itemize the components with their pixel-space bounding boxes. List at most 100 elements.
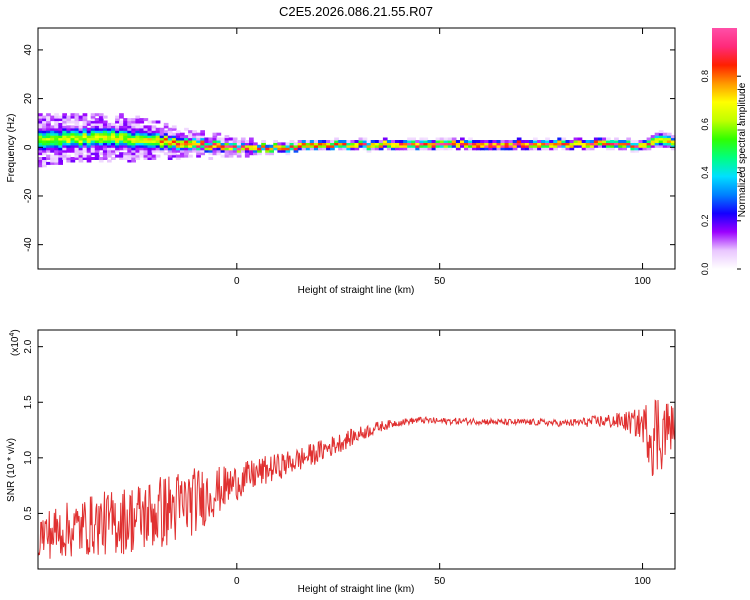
heatmap-cell <box>135 147 141 151</box>
heatmap-cell <box>58 132 63 136</box>
heatmap-cell <box>228 137 234 141</box>
heatmap-cell <box>62 140 67 143</box>
heatmap-cell <box>143 152 149 156</box>
heatmap-cell <box>131 159 136 163</box>
heatmap-cell <box>98 152 104 156</box>
heatmap-cell <box>492 140 498 143</box>
heatmap-cell <box>74 137 80 141</box>
heatmap-cell <box>423 147 429 151</box>
heatmap-cell <box>62 122 67 126</box>
y-tick-label: 40 <box>23 44 34 56</box>
heatmap-cell <box>70 135 76 139</box>
heatmap-cell <box>70 130 76 134</box>
heatmap-cell <box>618 140 623 143</box>
colorbar-label: Normalized spectral amplitude <box>737 82 748 217</box>
heatmap-cell <box>399 142 404 146</box>
heatmap-cell <box>127 157 132 160</box>
heatmap-cell <box>318 142 323 146</box>
heatmap-cell <box>411 142 416 146</box>
heatmap-cell <box>50 127 55 131</box>
heatmap-cell <box>78 147 84 151</box>
heatmap-cell <box>167 135 173 139</box>
heatmap-cell <box>123 125 128 129</box>
heatmap-cell <box>90 147 96 151</box>
heatmap-cell <box>98 125 104 129</box>
heatmap-cell <box>236 142 242 146</box>
x-tick-label: 50 <box>434 276 446 287</box>
heatmap-cell <box>646 142 652 146</box>
heatmap-cell <box>131 130 136 134</box>
heatmap-cell <box>200 149 205 153</box>
heatmap-cell <box>74 140 80 143</box>
heatmap-cell <box>167 132 173 136</box>
heatmap-cell <box>455 144 461 148</box>
heatmap-cell <box>484 142 489 146</box>
heatmap-cell <box>46 122 51 126</box>
heatmap-cell <box>98 130 104 134</box>
heatmap-cell <box>285 142 291 146</box>
heatmap-cell <box>131 149 136 153</box>
heatmap-cell <box>102 125 108 129</box>
heatmap-cell <box>42 157 47 160</box>
heatmap-cell <box>143 157 149 160</box>
heatmap-cell <box>488 142 494 146</box>
heatmap-cell <box>593 137 599 141</box>
heatmap-cell <box>346 144 352 148</box>
heatmap-cell <box>163 130 169 134</box>
heatmap-cell <box>646 137 652 141</box>
heatmap-cell <box>614 142 619 146</box>
heatmap-cell <box>94 142 100 146</box>
heatmap-cell <box>504 144 510 148</box>
heatmap-cell <box>58 159 63 163</box>
heatmap-cell <box>188 149 193 153</box>
heatmap-cell <box>626 144 631 148</box>
heatmap-cell <box>54 130 59 134</box>
heatmap-cell <box>350 144 356 148</box>
heatmap-cell <box>342 144 347 148</box>
heatmap-cell <box>42 161 47 165</box>
heatmap-cell <box>143 118 149 122</box>
heatmap-cell <box>512 147 518 151</box>
heatmap-cell <box>451 137 457 141</box>
heatmap-cell <box>232 147 238 151</box>
heatmap-cell <box>435 140 441 143</box>
heatmap-cell <box>167 144 173 148</box>
heatmap-cell <box>42 140 47 143</box>
heatmap-cell <box>98 140 104 143</box>
heatmap-cell <box>208 137 214 141</box>
heatmap-cell <box>330 147 335 151</box>
heatmap-cell <box>50 144 55 148</box>
heatmap-cell <box>581 140 587 143</box>
heatmap-cell <box>107 130 112 134</box>
heatmap-cell <box>62 118 67 122</box>
heatmap-cell <box>232 144 238 148</box>
heatmap-cell <box>123 127 128 131</box>
heatmap-cell <box>38 120 43 124</box>
heatmap-cell <box>200 147 205 151</box>
spectrogram-plot-frame <box>37 27 676 270</box>
heatmap-cell <box>62 149 67 153</box>
heatmap-cell <box>249 149 254 153</box>
heatmap-cell <box>46 118 51 122</box>
heatmap-cell <box>42 147 47 151</box>
heatmap-cell <box>111 125 116 129</box>
heatmap-cell <box>123 120 128 124</box>
heatmap-cell <box>139 149 145 153</box>
heatmap-cell <box>188 132 193 136</box>
heatmap-cell <box>62 135 67 139</box>
heatmap-cell <box>439 144 445 148</box>
heatmap-cell <box>249 142 254 146</box>
heatmap-cell <box>666 137 672 141</box>
heatmap-cell <box>228 140 234 143</box>
heatmap-cell <box>86 130 92 134</box>
heatmap-cell <box>102 154 108 158</box>
spectrogram-y-axis-label: Frequency (Hz) <box>6 114 17 183</box>
heatmap-cell <box>123 137 128 141</box>
heatmap-cell <box>139 130 145 134</box>
heatmap-cell <box>208 142 214 146</box>
y-tick-label: 1.0 <box>23 450 34 464</box>
heatmap-cell <box>151 120 157 124</box>
heatmap-cell <box>70 157 76 160</box>
colorbar-gradient <box>712 28 737 269</box>
heatmap-cell <box>293 142 299 146</box>
